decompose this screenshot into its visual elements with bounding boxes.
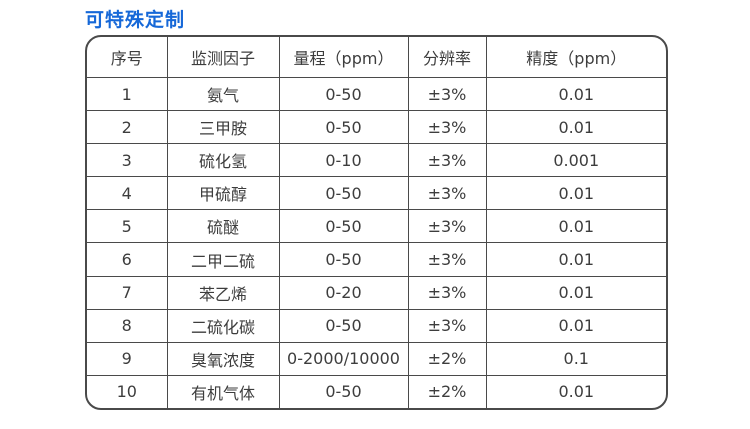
cell-col-index: 3 (87, 143, 168, 178)
cell-col-factor: 硫化氢 (167, 143, 280, 178)
cell-col-range: 0-50 (279, 176, 409, 211)
cell-col-range: 0-2000/10000 (279, 342, 409, 376)
cell-col-index: 5 (87, 209, 168, 244)
cell-col-precision: 0.01 (486, 276, 666, 310)
cell-col-index: 2 (87, 110, 168, 145)
cell-col-precision: 0.01 (486, 242, 666, 277)
page-title: 可特殊定制 (85, 9, 186, 31)
cell-col-factor: 苯乙烯 (167, 276, 280, 310)
table-row: 4 甲硫醇 0-50 ±3% 0.01 (87, 176, 666, 211)
table-row: 6 二甲二硫 0-50 ±3% 0.01 (87, 242, 666, 277)
cell-col-range: 0-20 (279, 276, 409, 310)
table-row: 10 有机气体 0-50 ±2% 0.01 (87, 375, 666, 408)
table-header-row: 序号 监测因子 量程（ppm） 分辨率 精度（ppm） (87, 37, 666, 78)
cell-col-factor: 硫醚 (167, 209, 280, 244)
cell-col-resolution: ±3% (408, 309, 487, 343)
table-body: 1 氨气 0-50 ±3% 0.01 2 三甲胺 0-50 ±3% 0.01 3 硫化氢 0-10 ±3%… (87, 77, 666, 408)
cell-col-resolution: ±3% (408, 276, 487, 310)
cell-col-range: 0-50 (279, 242, 409, 277)
cell-col-index: 7 (87, 276, 168, 310)
cell-col-resolution: ±3% (408, 209, 487, 244)
cell-col-resolution: ±3% (408, 242, 487, 277)
cell-col-index: 6 (87, 242, 168, 277)
cell-col-factor: 三甲胺 (167, 110, 280, 145)
table-row: 5 硫醚 0-50 ±3% 0.01 (87, 209, 666, 244)
cell-col-factor: 臭氧浓度 (167, 342, 280, 376)
cell-col-factor: 氨气 (167, 77, 280, 112)
cell-col-range: 0-50 (279, 309, 409, 343)
cell-col-precision: 0.01 (486, 309, 666, 343)
cell-col-precision: 0.01 (558, 382, 595, 402)
spec-table: 序号 监测因子 量程（ppm） 分辨率 精度（ppm） 1 氨气 0-50 ±3% 0.01 2 三… (87, 37, 666, 408)
cell-col-resolution: ±3% (408, 77, 487, 112)
cell-col-precision: 0.01 (486, 209, 666, 244)
cell-col-index: 8 (87, 309, 168, 343)
cell-col-precision: 0.01 (486, 77, 666, 112)
cell-col-range: 0-50 (279, 77, 409, 112)
cell-col-factor: 有机气体 (167, 375, 280, 408)
cell-col-index: 9 (87, 342, 168, 376)
cell-col-resolution: ±3% (408, 143, 487, 178)
cell-col-index: 10 (87, 375, 168, 408)
cell-col-factor: 甲硫醇 (167, 176, 280, 211)
cell-col-range: 0-50 (279, 209, 409, 244)
table-row: 7 苯乙烯 0-20 ±3% 0.01 (87, 276, 666, 310)
cell-col-range: 0-50 (279, 375, 409, 408)
column-header-col-precision: 精度（ppm） (486, 37, 666, 78)
cell-col-precision: 0.01 (486, 110, 666, 145)
column-header-col-range: 量程（ppm） (279, 37, 409, 78)
column-header-col-index: 序号 (87, 37, 168, 78)
cell-col-resolution: ±3% (408, 110, 487, 145)
cell-col-precision: 0.001 (486, 143, 666, 178)
cell-col-range: 0-10 (279, 143, 409, 178)
table-row: 2 三甲胺 0-50 ±3% 0.01 (87, 110, 666, 145)
cell-col-resolution: ±2% (408, 375, 487, 408)
cell-col-index: 4 (87, 176, 168, 211)
header-row: 序号 监测因子 量程（ppm） 分辨率 精度（ppm） (87, 37, 666, 78)
column-header-col-factor: 监测因子 (167, 37, 280, 78)
cell-col-resolution: ±3% (408, 176, 487, 211)
spec-table-container: 序号 监测因子 量程（ppm） 分辨率 精度（ppm） 1 氨气 0-50 ±3% 0.01 2 三… (85, 35, 668, 410)
cell-col-factor: 二硫化碳 (167, 309, 280, 343)
cell-col-index: 1 (87, 77, 168, 112)
cell-col-range: 0-50 (279, 110, 409, 145)
cell-col-factor: 二甲二硫 (167, 242, 280, 277)
cell-col-precision: 0.1 (486, 342, 666, 376)
cell-col-resolution: ±2% (408, 342, 487, 376)
column-header-col-resolution: 分辨率 (408, 37, 487, 78)
table-row: 1 氨气 0-50 ±3% 0.01 (87, 77, 666, 112)
table-row: 8 二硫化碳 0-50 ±3% 0.01 (87, 309, 666, 343)
cell-col-precision: 0.01 (486, 176, 666, 211)
table-row: 3 硫化氢 0-10 ±3% 0.001 (87, 143, 666, 178)
table-row: 9 臭氧浓度 0-2000/10000 ±2% 0.1 (87, 342, 666, 376)
